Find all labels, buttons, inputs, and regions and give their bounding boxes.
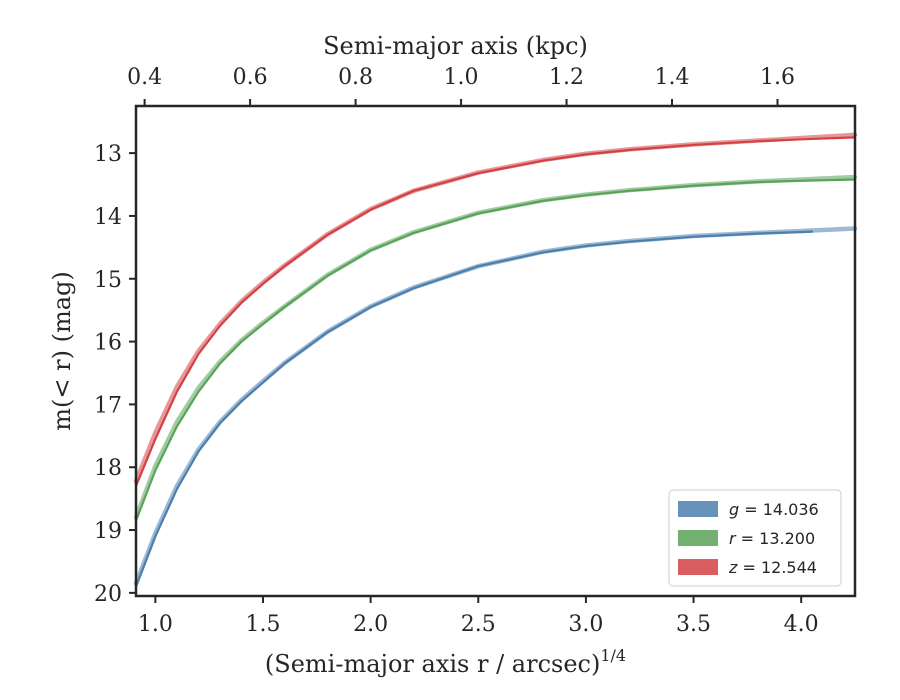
x-tick-label: 1.0	[138, 612, 173, 637]
legend-value: = 14.036	[739, 500, 819, 519]
y-axis-title: m(< r) (mag)	[48, 271, 76, 430]
x2-tick-label: 0.4	[127, 65, 162, 90]
top-axis-title: Semi-major axis (kpc)	[323, 32, 588, 60]
x2-tick-label: 0.8	[338, 65, 373, 90]
y-tick-label: 17	[94, 393, 122, 418]
x2-tick-label: 1.4	[655, 65, 690, 90]
x-tick-label: 2.0	[353, 612, 388, 637]
y-tick-label: 20	[94, 582, 122, 607]
x2-tick-label: 1.2	[549, 65, 584, 90]
series-model-line-z	[133, 132, 858, 484]
y-tick-label: 18	[94, 456, 122, 481]
x2-tick-label: 0.6	[233, 65, 268, 90]
series-line-r	[134, 178, 857, 522]
series-layer	[133, 132, 858, 588]
plot-frame	[134, 104, 857, 598]
legend-label-r: r = 13.200	[729, 529, 815, 548]
legend-value: = 12.544	[737, 558, 817, 577]
legend-variable: z	[728, 558, 738, 577]
legend-value: = 13.200	[736, 529, 816, 548]
series-line-z	[134, 136, 857, 488]
x2-tick-label: 1.6	[760, 65, 795, 90]
series-model-line-r	[133, 174, 858, 520]
bottom-axis-title-superscript: 1/4	[600, 646, 626, 665]
legend-label-g: g = 14.036	[729, 500, 819, 519]
y-tick-label: 15	[94, 268, 122, 293]
y-tick-label: 19	[94, 519, 122, 544]
x-tick-label: 3.0	[568, 612, 603, 637]
legend-swatch-g	[678, 501, 718, 517]
ticks-layer: 1.0 1.5 2.0 2.5 3.0 3.5 4.0 0.4 0.6 0.8 1.0 1.2 1.4 1…	[94, 65, 819, 637]
y-tick-label: 13	[94, 142, 122, 167]
legend-swatch-z	[678, 559, 718, 575]
x-tick-label: 3.5	[676, 612, 711, 637]
bottom-axis-title: (Semi-major axis r / arcsec)1/4	[265, 646, 626, 678]
y-tick-label: 16	[94, 331, 122, 356]
y-tick-label: 14	[94, 205, 122, 230]
x-tick-label: 1.5	[246, 612, 281, 637]
x-tick-label: 4.0	[784, 612, 819, 637]
legend-variable: g	[729, 500, 739, 519]
legend-swatch-r	[678, 530, 718, 546]
bottom-axis-title-main: (Semi-major axis r / arcsec)	[265, 650, 600, 678]
x2-tick-label: 1.0	[444, 65, 479, 90]
x-tick-label: 2.5	[461, 612, 496, 637]
legend-label-z: z = 12.544	[728, 558, 817, 577]
series-line-g	[134, 230, 814, 588]
legend-variable: r	[729, 529, 737, 548]
